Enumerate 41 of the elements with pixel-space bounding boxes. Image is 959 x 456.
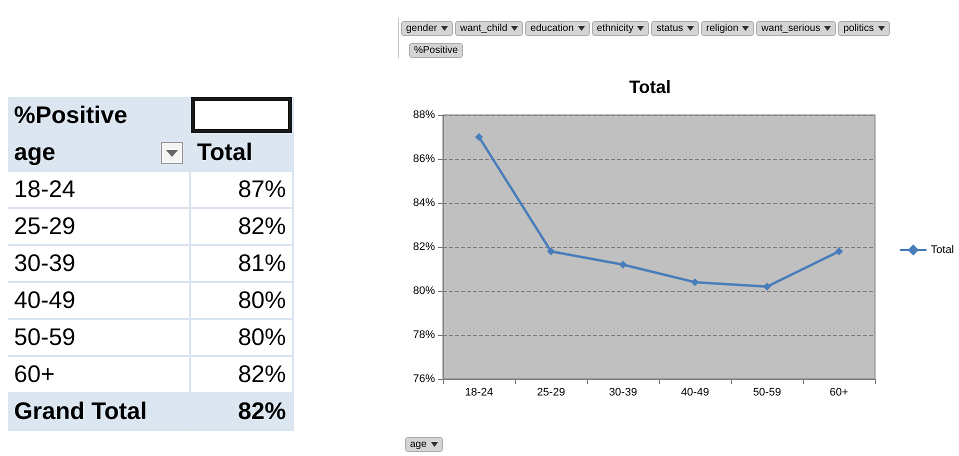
- text: ethnicity: [592, 21, 650, 36]
- text: want_child: [455, 21, 524, 36]
- x-tick-label: 30-39: [608, 386, 638, 398]
- text: 82%: [190, 208, 293, 245]
- text: %Positive: [409, 43, 463, 58]
- legend-label: Total: [930, 244, 954, 256]
- text: want_serious: [756, 21, 836, 36]
- y-tick-label: 86%: [412, 153, 436, 165]
- y-tick-label: 80%: [412, 285, 436, 297]
- text: 82%: [190, 356, 293, 393]
- text: 82%: [190, 393, 293, 430]
- x-tick-label: 50-59: [752, 386, 782, 398]
- y-tick-label: 78%: [412, 329, 436, 341]
- text: %Positive: [8, 97, 190, 134]
- x-tick-label: 25-29: [536, 386, 566, 398]
- text: politics: [838, 21, 890, 36]
- text: education: [525, 21, 590, 36]
- x-tick-label: 40-49: [680, 386, 710, 398]
- text: 87%: [190, 171, 293, 208]
- text: Grand Total: [8, 393, 190, 430]
- category-label: 50-59: [14, 324, 76, 351]
- y-tick-label: 76%: [412, 373, 436, 385]
- category-label: 40-49: [14, 287, 76, 314]
- chart-title: Total: [629, 77, 671, 97]
- category-label: 25-29: [14, 213, 76, 240]
- text: 81%: [190, 245, 293, 282]
- y-tick-label: 88%: [412, 109, 436, 121]
- text: age: [405, 437, 443, 452]
- text: 80%: [190, 282, 293, 319]
- text: religion: [701, 21, 754, 36]
- text: age: [14, 138, 56, 168]
- x-tick-label: 18-24: [464, 386, 494, 398]
- text: Total: [190, 134, 293, 171]
- text: 80%: [190, 319, 293, 356]
- category-label: 18-24: [14, 176, 76, 203]
- category-label: 30-39: [14, 250, 76, 277]
- text: gender: [401, 21, 454, 36]
- y-tick-label: 82%: [412, 241, 436, 253]
- x-tick-label: 60+: [830, 386, 848, 398]
- text: status: [651, 21, 700, 36]
- y-tick-label: 84%: [412, 197, 436, 209]
